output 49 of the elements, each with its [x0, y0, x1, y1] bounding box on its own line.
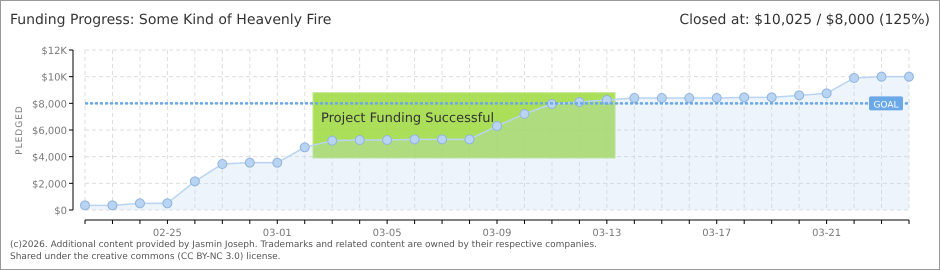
x-tick-label: 03-05	[372, 228, 402, 239]
point	[272, 158, 282, 168]
y-axis-title: PLEDGED	[15, 105, 25, 155]
point	[162, 198, 172, 208]
x-tick-label: 02-25	[152, 228, 182, 239]
point	[629, 93, 640, 103]
point	[656, 93, 667, 103]
point	[766, 92, 777, 102]
point	[217, 159, 228, 169]
y-tick-label: $10K	[41, 72, 68, 84]
text: Shared under the creative commons (CC BY-NC 3.0) license.	[10, 252, 281, 262]
point	[190, 176, 200, 186]
point	[876, 72, 887, 82]
x-tick-label: 03-17	[702, 228, 732, 239]
text: (c)2026. Additional content provided by Jasmin Joseph. Trademarks and related content are owned by their respective companies.	[10, 240, 597, 250]
point	[107, 200, 118, 210]
point	[519, 109, 530, 119]
point	[712, 93, 722, 103]
x-tick-label: 03-01	[262, 228, 292, 239]
point	[822, 88, 832, 98]
point	[244, 158, 255, 168]
x-tick-label: 03-13	[592, 228, 622, 239]
point	[794, 90, 804, 100]
point	[849, 73, 860, 83]
chart-subtitle: Closed at: $10,025 / $8,000 (125%)	[679, 12, 930, 28]
y-tick-label: $0	[54, 206, 67, 217]
point	[80, 200, 90, 210]
point	[464, 134, 475, 144]
point	[300, 142, 310, 152]
point	[134, 198, 145, 208]
point	[492, 121, 502, 131]
y-tick-label: $8,000	[32, 99, 67, 110]
point	[410, 134, 420, 144]
y-tick-label: $6,000	[32, 126, 67, 137]
y-tick-label: $12K	[41, 46, 68, 57]
point	[904, 72, 914, 82]
point	[437, 134, 448, 144]
x-tick-label: 03-21	[812, 228, 842, 239]
x-tick-label: 03-09	[482, 228, 512, 239]
point	[739, 92, 750, 102]
annotation: Project Funding Successful	[320, 111, 494, 126]
y-tick-label: $2,000	[32, 179, 67, 190]
point	[382, 135, 392, 145]
point	[684, 93, 694, 103]
point	[327, 136, 338, 146]
point	[354, 135, 365, 145]
ref-line-label: GOAL	[873, 100, 899, 110]
chart-title: Funding Progress: Some Kind of Heavenly Fire	[10, 12, 332, 28]
y-tick-label: $4,000	[32, 152, 67, 164]
